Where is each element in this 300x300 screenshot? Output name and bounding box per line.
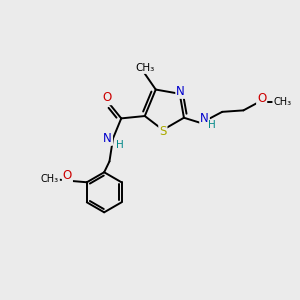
Text: N: N: [103, 132, 112, 145]
Text: CH₃: CH₃: [273, 97, 291, 107]
Text: CH₃: CH₃: [41, 174, 59, 184]
Text: O: O: [257, 92, 266, 104]
Text: H: H: [208, 120, 216, 130]
Text: O: O: [102, 91, 111, 104]
Text: O: O: [63, 169, 72, 182]
Text: N: N: [176, 85, 185, 98]
Text: CH₃: CH₃: [135, 63, 154, 73]
Text: N: N: [200, 112, 209, 125]
Text: H: H: [116, 140, 123, 150]
Text: S: S: [159, 125, 167, 138]
